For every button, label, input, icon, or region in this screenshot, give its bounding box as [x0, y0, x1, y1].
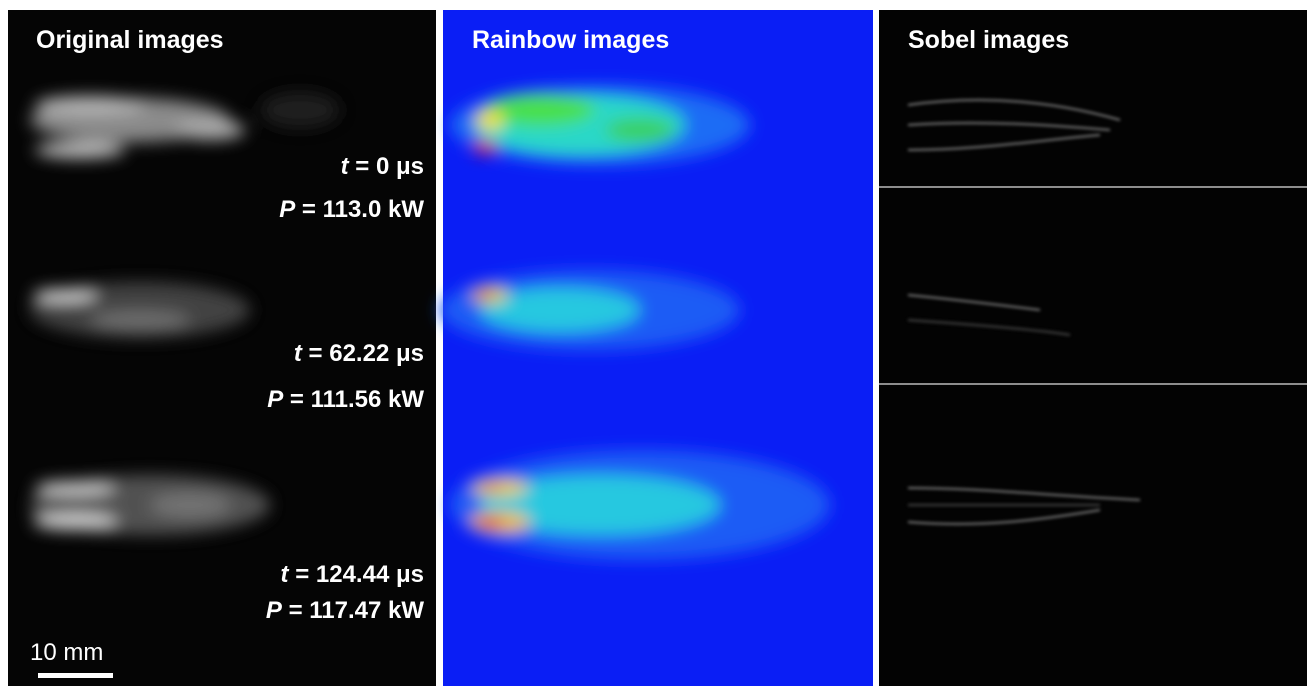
power-label: P = 111.56 kW: [267, 386, 424, 413]
panel-title: Original images: [36, 26, 224, 54]
panel-title: Sobel images: [908, 26, 1069, 54]
panel-title: Rainbow images: [472, 26, 669, 54]
power-label: P = 113.0 kW: [279, 196, 424, 223]
time-label: t = 0 μs: [341, 153, 424, 180]
time-label: t = 124.44 μs: [281, 561, 424, 588]
scale-bar-label: 10 mm: [30, 639, 103, 666]
rainbow-panel: Rainbow images: [440, 10, 873, 686]
original-panel: Original images t = 0 μs P = 113.0 kW t …: [8, 10, 436, 686]
sobel-panel: Sobel images: [879, 10, 1307, 686]
scale-bar: [38, 673, 113, 678]
figure: Original images t = 0 μs P = 113.0 kW t …: [0, 0, 1307, 686]
time-label: t = 62.22 μs: [294, 340, 424, 367]
power-label: P = 117.47 kW: [266, 597, 424, 624]
